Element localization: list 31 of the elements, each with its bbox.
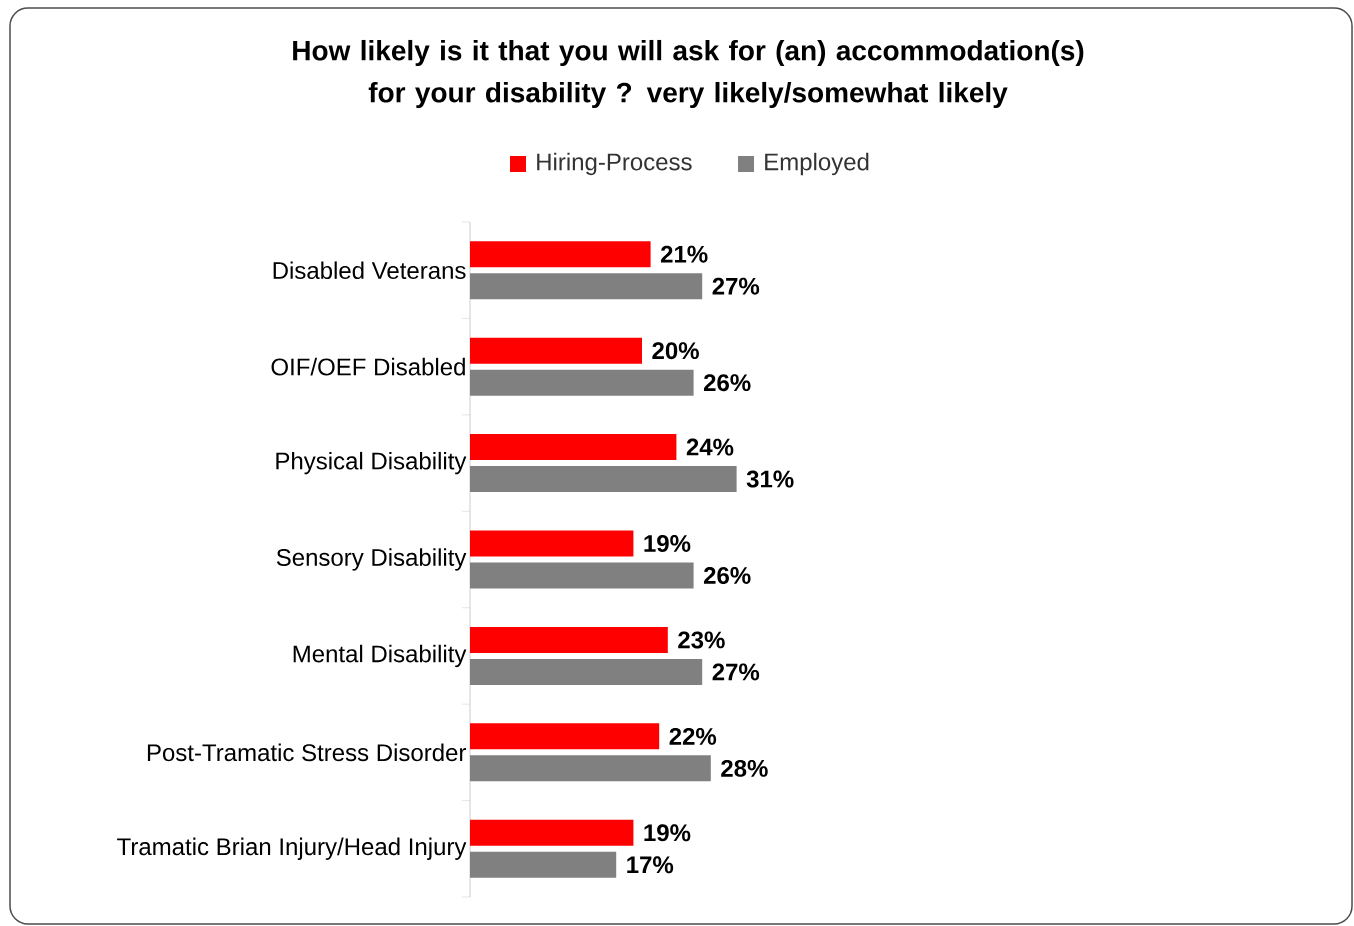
y-tick-label: Post-Tramatic Stress Disorder [147, 743, 467, 762]
y-tick-label: Sensory Disability [276, 548, 467, 571]
data-label: 17% [627, 856, 674, 874]
data-label: 27% [712, 277, 760, 295]
y-tick-label: Physical Disability [276, 451, 467, 475]
y-tick-label: Mental Disability [293, 644, 467, 668]
data-label: 27% [712, 663, 760, 681]
y-tick-label: Disabled Veterans [273, 261, 466, 280]
data-label: 22% [669, 727, 717, 745]
data-label: 24% [686, 438, 734, 456]
data-label: 19% [644, 535, 691, 552]
data-label: 26% [703, 567, 751, 584]
data-label: 21% [660, 245, 708, 263]
data-label: 20% [652, 342, 699, 360]
bar [470, 241, 651, 268]
y-tick-label: Tramatic Brian Injury/Head Injury [117, 837, 467, 860]
data-label: 31% [746, 470, 794, 488]
data-label: 28% [721, 759, 768, 777]
data-label: 23% [678, 631, 725, 649]
legend-label: Hiring-Process [537, 152, 692, 176]
y-tick-label: OIF/OEF Disabled [271, 357, 465, 376]
chart-title: How likely is it that you will ask for (an) accommodation(s) for your disability ? very likely/somewhat likely [293, 39, 1084, 109]
legend-label: Employed [765, 152, 869, 176]
bar [470, 723, 660, 750]
data-label: 19% [644, 824, 691, 842]
bar [470, 434, 677, 461]
bar [470, 626, 668, 653]
bar [470, 819, 634, 846]
bar [470, 337, 642, 364]
data-label: 26% [703, 374, 751, 392]
bar [470, 530, 634, 557]
